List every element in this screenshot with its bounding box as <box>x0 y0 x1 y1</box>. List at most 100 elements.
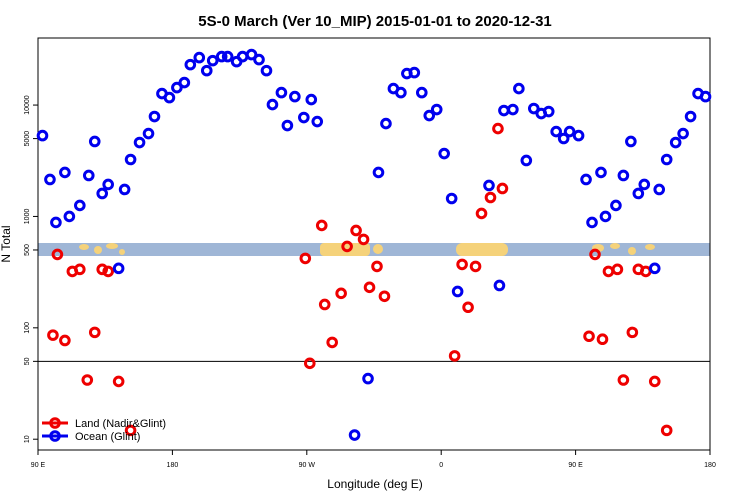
point <box>378 290 391 303</box>
point <box>260 64 273 77</box>
point <box>315 219 328 232</box>
point <box>684 110 697 123</box>
point <box>456 258 468 271</box>
point <box>462 301 474 314</box>
point <box>112 262 125 275</box>
point <box>498 104 510 117</box>
point <box>638 178 651 191</box>
point <box>507 103 519 116</box>
point <box>589 248 601 261</box>
point <box>74 199 86 212</box>
point <box>200 64 213 77</box>
point <box>583 330 595 343</box>
point <box>88 135 101 148</box>
point <box>653 183 666 196</box>
point <box>669 136 682 149</box>
point <box>82 169 95 182</box>
point <box>542 105 555 118</box>
point <box>395 86 407 99</box>
point <box>557 132 570 145</box>
point <box>475 207 488 220</box>
point <box>513 82 525 95</box>
point <box>599 210 612 223</box>
point <box>483 179 495 192</box>
point <box>639 265 652 278</box>
point <box>617 374 630 386</box>
point <box>610 199 622 212</box>
point <box>677 127 689 140</box>
point <box>372 166 385 179</box>
chart-title: 5S-0 March (Ver 10_MIP) 2015-01-01 to 20… <box>198 13 552 30</box>
point <box>660 424 673 437</box>
point <box>148 110 161 123</box>
point <box>63 210 76 223</box>
point <box>363 281 376 294</box>
point <box>118 183 131 196</box>
point <box>318 298 331 311</box>
point <box>496 182 509 195</box>
point <box>660 153 673 166</box>
point <box>423 109 436 122</box>
x-tick-label: 90 E <box>31 462 46 469</box>
point <box>275 86 288 99</box>
point <box>193 51 206 64</box>
point <box>595 166 607 179</box>
y-tick-label: 10000 <box>24 95 31 115</box>
point <box>632 187 645 200</box>
point <box>305 93 318 106</box>
point <box>289 90 301 103</box>
point <box>44 173 56 186</box>
point <box>625 135 637 148</box>
point <box>430 103 443 116</box>
point <box>50 216 62 229</box>
legend-label: Land (Nadir&Glint) <box>75 418 166 430</box>
point <box>81 374 94 386</box>
point <box>408 66 421 79</box>
point <box>88 326 101 339</box>
point <box>142 127 155 140</box>
point <box>298 111 310 124</box>
point <box>648 262 661 275</box>
point <box>184 58 197 71</box>
point <box>171 81 183 94</box>
point <box>438 147 450 160</box>
point <box>648 375 661 388</box>
point <box>617 169 630 182</box>
map-strip <box>38 243 710 256</box>
point <box>527 102 540 115</box>
point <box>596 333 609 346</box>
legend-marker <box>49 417 61 429</box>
point <box>51 248 64 261</box>
point <box>626 326 639 339</box>
point <box>59 334 71 347</box>
point <box>341 240 353 253</box>
legend-marker <box>49 430 61 442</box>
x-tick-label: 90 E <box>568 462 583 469</box>
x-axis-label: Longitude (deg E) <box>327 477 422 491</box>
point <box>445 192 458 205</box>
legend-label: Ocean (Glint) <box>75 431 140 443</box>
point <box>520 154 533 167</box>
point <box>602 265 615 278</box>
x-tick-label: 180 <box>704 462 716 469</box>
point <box>550 125 562 138</box>
point <box>133 136 146 149</box>
point <box>335 287 347 300</box>
plot-frame <box>37 37 711 451</box>
point <box>163 91 176 104</box>
point <box>586 216 598 229</box>
point <box>350 224 362 237</box>
point <box>371 260 383 273</box>
point <box>380 117 392 130</box>
point <box>36 129 49 142</box>
point <box>178 76 191 89</box>
x-tick-label: 90 W <box>299 462 316 469</box>
point <box>236 50 249 63</box>
point <box>580 173 592 186</box>
point <box>215 50 228 63</box>
point <box>492 122 504 135</box>
point <box>448 350 461 362</box>
point <box>206 54 219 67</box>
y-tick-label: 1000 <box>24 209 31 225</box>
